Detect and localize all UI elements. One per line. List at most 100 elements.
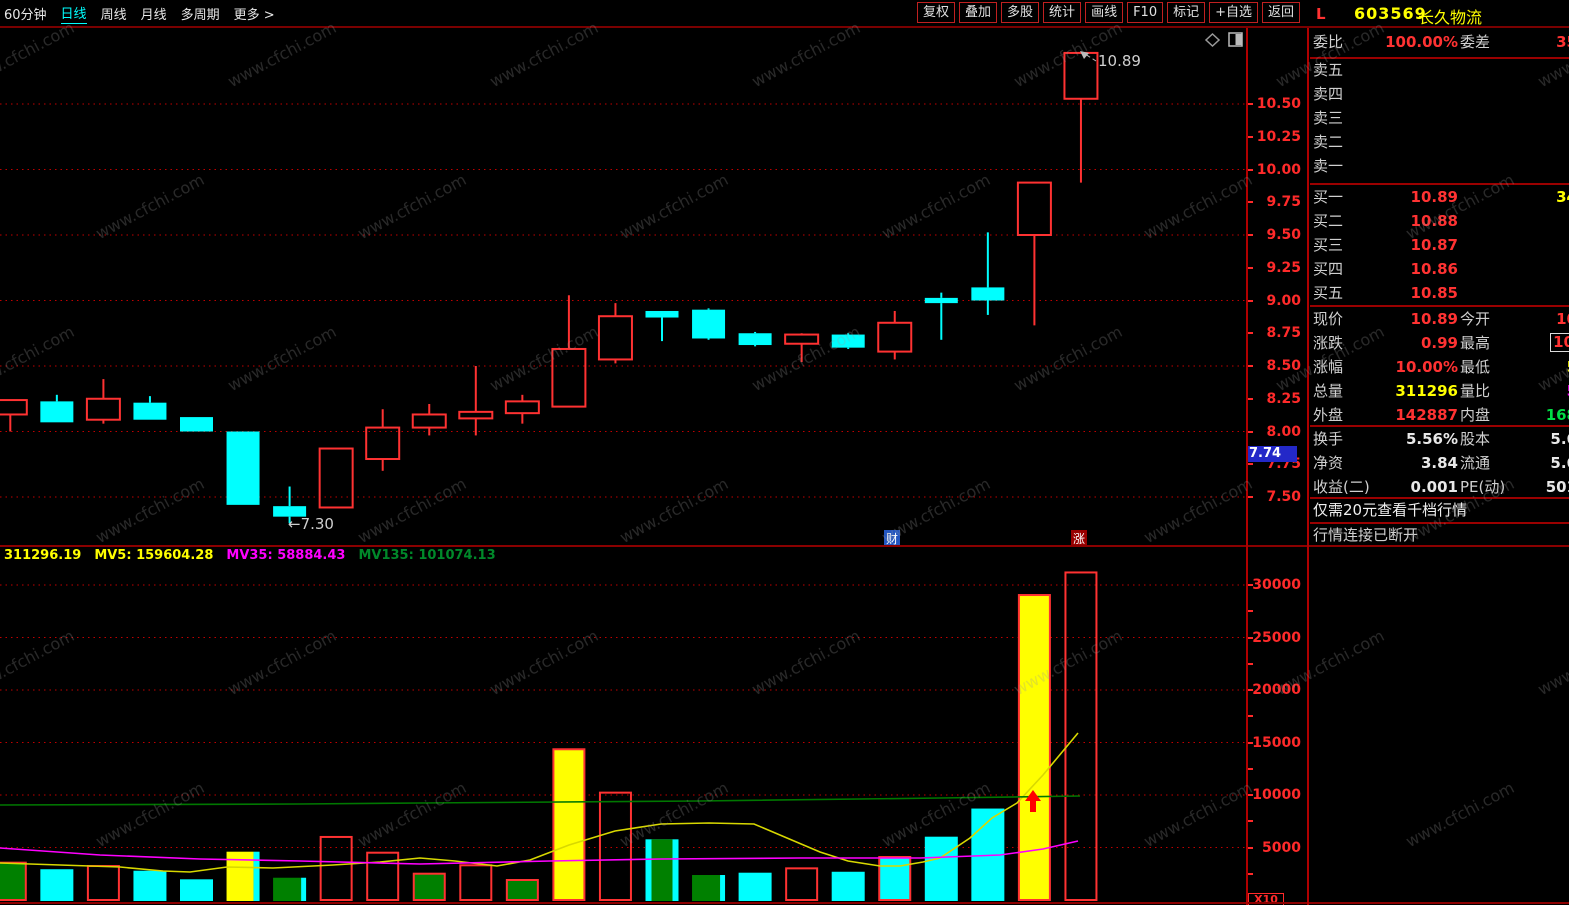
candle-15: [692, 308, 726, 340]
quote-separator: [1310, 305, 1569, 307]
ma-line-mv5: [0, 732, 1079, 873]
volume-axis-label: 25000: [1252, 629, 1301, 646]
volume-indicator-header: 311296.19 MV5: 159604.28 MV35: 58884.43 …: [4, 548, 496, 566]
volume-axis-tick: [1247, 636, 1253, 639]
volume-bar-7: [319, 835, 353, 902]
quote-label: 流通: [1460, 454, 1491, 472]
period-tab-5[interactable]: 更多 >: [233, 7, 275, 23]
quote-label: 最高: [1460, 334, 1491, 352]
toolbar-button-2[interactable]: 多股: [1001, 2, 1040, 23]
price-axis-tick: [1247, 397, 1253, 400]
quote-label: 涨跌: [1313, 334, 1344, 352]
price-axis-label: 9.75: [1266, 194, 1301, 211]
period-tab-1[interactable]: 日线: [60, 3, 87, 24]
candle-8: [365, 409, 401, 471]
toolbar-button-1[interactable]: 叠加: [959, 2, 998, 23]
promo-link[interactable]: 仅需20元查看千档行情: [1313, 501, 1468, 519]
toolbar-button-5[interactable]: F10: [1127, 2, 1164, 23]
quote-value: 10.00%: [1395, 358, 1458, 376]
volume-axis-tick: [1247, 610, 1253, 613]
svg-text:涨: 涨: [1073, 531, 1085, 545]
candlestick-chart[interactable]: 10.89 ←7.30 财 涨: [0, 28, 1247, 545]
sell-row-5: 卖五: [1310, 60, 1569, 82]
candle-17: [784, 333, 820, 363]
toolbar-button-3[interactable]: 统计: [1043, 2, 1082, 23]
volume-axis-label: 15000: [1252, 734, 1301, 751]
quote-value: 5.6: [1550, 454, 1569, 472]
period-tab-3[interactable]: 月线: [140, 7, 167, 23]
candle-20: [924, 292, 958, 340]
toolbar-button-4[interactable]: 画线: [1085, 2, 1124, 23]
candle-9: [411, 403, 447, 436]
volume-multiplier-badge: X10: [1248, 893, 1284, 905]
price-axis-tick: [1247, 168, 1253, 171]
ma-line-mv35: [0, 840, 1079, 865]
volume-total: 311296.19: [4, 548, 82, 563]
high-price-label: 10.89: [1098, 52, 1141, 70]
pane-divider: [0, 545, 1569, 547]
price-axis-tick: [1247, 234, 1253, 236]
volume-bar-9: [412, 872, 446, 902]
period-tab-4[interactable]: 多周期: [180, 7, 220, 23]
volume-bar-6: [273, 877, 307, 901]
bottom-border: [0, 902, 1569, 904]
quote-label: PE(动): [1460, 478, 1506, 496]
toolbar-button-6[interactable]: 标记: [1167, 2, 1206, 23]
quote-value: 5.56%: [1405, 430, 1458, 448]
quote-separator: [1310, 522, 1569, 524]
quote-value: 3.84: [1420, 454, 1458, 472]
quote-label: 买三: [1313, 236, 1344, 254]
volume-axis-tick: [1247, 662, 1253, 665]
candle-18: [831, 333, 865, 349]
quote-label: 买二: [1313, 212, 1344, 230]
quote-separator: [1310, 497, 1569, 499]
price-axis-label: 8.00: [1266, 423, 1301, 440]
volume-bar-2: [86, 865, 120, 901]
price-axis-tick: [1247, 365, 1253, 367]
quote-value: 5.6: [1550, 430, 1569, 448]
price-axis-tick: [1247, 332, 1253, 335]
volume-bar-22: [1017, 594, 1051, 902]
volume-axis-tick: [1247, 820, 1253, 823]
price-axis-label: 8.50: [1266, 358, 1301, 374]
volume-axis-tick: [1247, 741, 1253, 744]
volume-bar-10: [459, 864, 493, 901]
quote-value: 501: [1545, 478, 1569, 496]
quote-label: 卖二: [1313, 133, 1344, 151]
volume-bar-4: [180, 879, 213, 901]
buy-row-4: 买四 10.86: [1310, 259, 1569, 281]
quote-label: 现价: [1313, 310, 1344, 328]
volume-chart[interactable]: [0, 547, 1247, 905]
quote-label: 涨幅: [1313, 358, 1344, 376]
quote-value: 10.87: [1410, 236, 1458, 254]
volume-bar-3: [133, 870, 167, 901]
volume-bar-0: [0, 861, 27, 901]
volume-bar-20: [924, 836, 958, 901]
toolbar-button-7[interactable]: +自选: [1209, 2, 1259, 23]
split-window-icon[interactable]: [1228, 32, 1243, 47]
volume-axis-tick: [1247, 767, 1253, 770]
period-tab-2[interactable]: 周线: [100, 7, 127, 23]
candle-2: [85, 379, 121, 424]
price-axis-label: 9.00: [1266, 292, 1301, 309]
sell-row-1: 卖一: [1310, 156, 1569, 178]
diamond-marker-icon[interactable]: [1204, 32, 1221, 48]
price-axis-tick: [1247, 299, 1253, 302]
buy-signal-arrow-icon: [1025, 790, 1041, 812]
quote-value: 34: [1556, 188, 1569, 206]
period-tab-0[interactable]: 60分钟: [4, 7, 47, 23]
quote-separator: [1310, 57, 1569, 59]
quote-label: 内盘: [1460, 406, 1491, 424]
toolbar-button-8[interactable]: 返回: [1262, 2, 1301, 23]
toolbar-button-0[interactable]: 复权: [917, 2, 956, 23]
stat-row-2: 涨幅 10.00%最低 5: [1310, 357, 1569, 379]
link-flag: L: [1316, 5, 1326, 23]
quote-label: 总量: [1313, 382, 1344, 400]
volume-bar-16: [738, 872, 772, 901]
panel-border: [1307, 0, 1309, 905]
quote-value: 10.85: [1410, 284, 1458, 302]
price-axis-label: 10.00: [1256, 161, 1301, 178]
